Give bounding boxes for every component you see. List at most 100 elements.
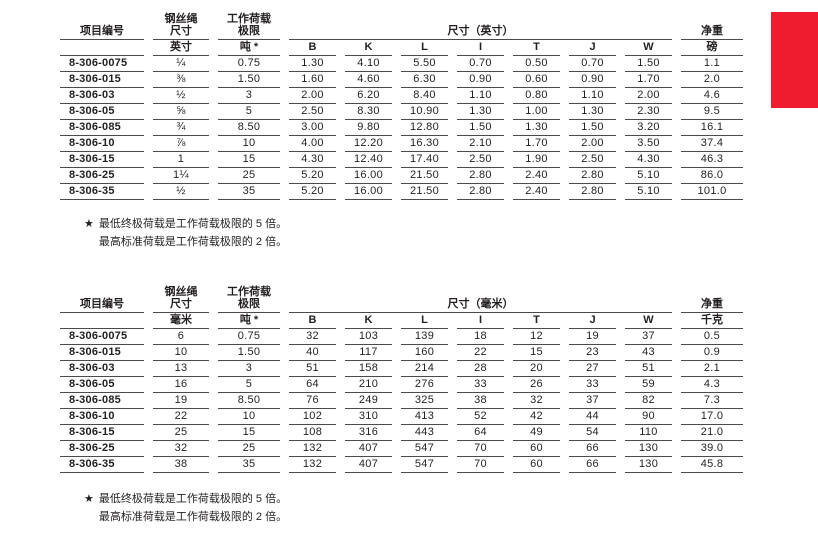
value-cell: 39.0 xyxy=(681,441,743,457)
group-header-cell: 净重 xyxy=(681,285,743,313)
value-cell: 3.00 xyxy=(289,120,336,136)
value-cell: 16.00 xyxy=(345,184,392,200)
value-cell: 54 xyxy=(569,425,616,441)
value-cell: 12 xyxy=(513,329,560,345)
value-cell: 2.80 xyxy=(457,184,504,200)
sub-header-cell: 千克 xyxy=(681,313,743,329)
sub-header-cell: I xyxy=(457,40,504,56)
value-cell: 37.4 xyxy=(681,136,743,152)
value-cell: 17.0 xyxy=(681,409,743,425)
value-cell: 70 xyxy=(457,441,504,457)
table-row: 8-306-10 ⅞ 10 4.00 12.20 16.30 2.10 1.70 2.00 3.5… xyxy=(60,136,743,152)
item-number-cell: 8-306-085 xyxy=(60,393,144,409)
value-cell: 32 xyxy=(153,441,209,457)
sub-header-row: 毫米吨 * B K L I T J W 千克 xyxy=(60,313,743,329)
group-header-cell: 项目编号 xyxy=(60,285,144,313)
value-cell: 1.50 xyxy=(218,72,280,88)
value-cell: 16.1 xyxy=(681,120,743,136)
value-cell: 17.40 xyxy=(401,152,448,168)
table-row: 8-306-085 ¾ 8.50 3.00 9.80 12.80 1.50 1.30 1.50 3… xyxy=(60,120,743,136)
footnote-lines: 最低终极荷载是工作荷载极限的 5 倍。 最高标准荷载是工作荷载极限的 2 倍。 xyxy=(99,490,287,526)
value-cell: 5.50 xyxy=(401,56,448,72)
value-cell: 21.50 xyxy=(401,184,448,200)
value-cell: 82 xyxy=(625,393,672,409)
value-cell: 86.0 xyxy=(681,168,743,184)
value-cell: 15 xyxy=(513,345,560,361)
value-cell: 21.50 xyxy=(401,168,448,184)
table-row: 8-306-05 16 5 64 210 276 33 26 33 59 4.3 xyxy=(60,377,743,393)
value-cell: 2.1 xyxy=(681,361,743,377)
item-number-cell: 8-306-35 xyxy=(60,457,144,473)
value-cell: 276 xyxy=(401,377,448,393)
value-cell: 2.10 xyxy=(457,136,504,152)
item-number-cell: 8-306-03 xyxy=(60,361,144,377)
metric-table-section: 项目编号 钢丝绳 尺寸 工作荷载 极限 尺寸（毫米） 净重 毫米吨 * B K L I T J W 千克 8… xyxy=(51,285,752,473)
value-cell: 4.30 xyxy=(625,152,672,168)
value-cell: 0.90 xyxy=(569,72,616,88)
value-cell: 0.60 xyxy=(513,72,560,88)
value-cell: ½ xyxy=(153,88,209,104)
value-cell: 35 xyxy=(218,457,280,473)
footnote-line-1: 最低终极荷载是工作荷载极限的 5 倍。 xyxy=(98,218,288,230)
value-cell: 10 xyxy=(218,409,280,425)
item-number-cell: 8-306-15 xyxy=(60,152,144,168)
sub-header-cell: L xyxy=(401,313,448,329)
value-cell: 1.50 xyxy=(457,120,504,136)
value-cell: 37 xyxy=(569,393,616,409)
item-number-cell: 8-306-10 xyxy=(60,409,144,425)
sub-header-cell: 英寸 xyxy=(153,40,209,56)
value-cell: 316 xyxy=(345,425,392,441)
value-cell: 2.40 xyxy=(513,168,560,184)
value-cell: 1 xyxy=(153,152,209,168)
value-cell: 103 xyxy=(345,329,392,345)
value-cell: ⅞ xyxy=(153,136,209,152)
value-cell: 413 xyxy=(401,409,448,425)
value-cell: 16.30 xyxy=(401,136,448,152)
value-cell: 64 xyxy=(457,425,504,441)
value-cell: 4.30 xyxy=(289,152,336,168)
value-cell: 21.0 xyxy=(681,425,743,441)
value-cell: 15 xyxy=(218,425,280,441)
table-row: 8-306-25 1¼ 25 5.20 16.00 21.50 2.80 2.40 2.80 5.… xyxy=(60,168,743,184)
item-number-cell: 8-306-25 xyxy=(60,441,144,457)
table-row: 8-306-15 1 15 4.30 12.40 17.40 2.50 1.90 2.50 4.3… xyxy=(60,152,743,168)
sub-header-cell: B xyxy=(289,313,336,329)
value-cell: 32 xyxy=(513,393,560,409)
value-cell: 5.10 xyxy=(625,168,672,184)
value-cell: 1.30 xyxy=(513,120,560,136)
value-cell: 64 xyxy=(289,377,336,393)
value-cell: 2.50 xyxy=(569,152,616,168)
value-cell: 9.5 xyxy=(681,104,743,120)
value-cell: 37 xyxy=(625,329,672,345)
table-row: 8-306-085 19 8.50 76 249 325 38 32 37 82 7.3 xyxy=(60,393,743,409)
sub-header-cell xyxy=(60,313,144,329)
value-cell: 130 xyxy=(625,441,672,457)
value-cell: 8.50 xyxy=(218,393,280,409)
group-header-cell: 尺寸（毫米） xyxy=(289,285,672,313)
item-number-cell: 8-306-15 xyxy=(60,425,144,441)
value-cell: 139 xyxy=(401,329,448,345)
sub-header-cell: T xyxy=(513,313,560,329)
sub-header-cell: 吨 * xyxy=(218,40,280,56)
value-cell: 2.30 xyxy=(625,104,672,120)
value-cell: 210 xyxy=(345,377,392,393)
group-header-row: 项目编号 钢丝绳 尺寸 工作荷载 极限 尺寸（英寸） 净重 xyxy=(60,12,743,40)
value-cell: 0.50 xyxy=(513,56,560,72)
value-cell: 70 xyxy=(457,457,504,473)
value-cell: 547 xyxy=(401,441,448,457)
value-cell: 2.50 xyxy=(289,104,336,120)
value-cell: 44 xyxy=(569,409,616,425)
item-number-cell: 8-306-05 xyxy=(60,104,144,120)
value-cell: 443 xyxy=(401,425,448,441)
sub-header-cell: B xyxy=(289,40,336,56)
footnote-lines: 最低终极荷载是工作荷载极限的 5 倍。 最高标准荷载是工作荷载极限的 2 倍。 xyxy=(99,215,287,251)
value-cell: 2.00 xyxy=(625,88,672,104)
table-row: 8-306-25 32 25 132 407 547 70 60 66 130 39.0 xyxy=(60,441,743,457)
value-cell: ½ xyxy=(153,184,209,200)
sub-header-cell: 毫米 xyxy=(153,313,209,329)
value-cell: 2.00 xyxy=(569,136,616,152)
table-row: 8-306-35 ½ 35 5.20 16.00 21.50 2.80 2.40 2.80 5.1… xyxy=(60,184,743,200)
item-number-cell: 8-306-015 xyxy=(60,72,144,88)
value-cell: 108 xyxy=(289,425,336,441)
value-cell: 160 xyxy=(401,345,448,361)
